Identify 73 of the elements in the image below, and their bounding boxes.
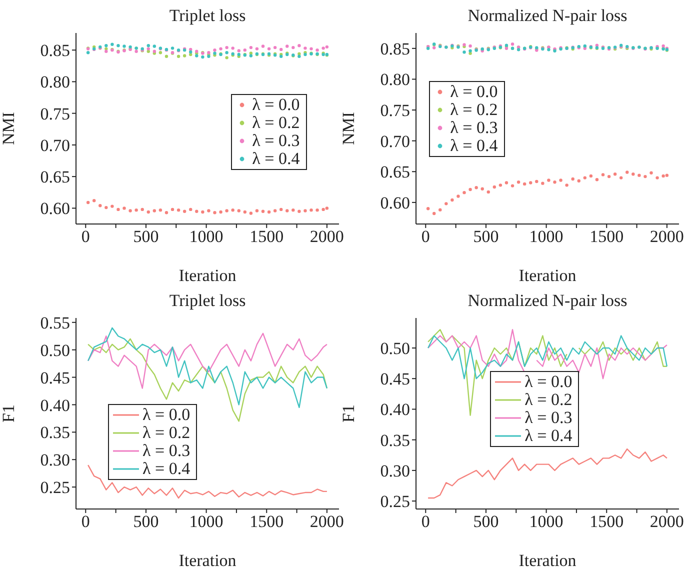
legend-label: λ = 0.2 (252, 113, 300, 132)
legend-label: λ = 0.0 (524, 372, 572, 392)
x-tick-label: 500 (473, 227, 499, 246)
y-tick-label: 0.80 (380, 70, 410, 90)
y-tick-label: 0.70 (40, 136, 70, 155)
x-tick-label: 2000 (310, 512, 344, 532)
x-axis-title: Iteration (178, 266, 237, 285)
x-tick-label: 1500 (250, 227, 284, 246)
y-tick-label: 0.25 (380, 492, 410, 512)
y-axis-title: F1 (339, 404, 358, 422)
x-tick-label: 0 (421, 512, 430, 532)
x-tick-label: 0 (421, 227, 430, 246)
y-tick-label: 0.75 (380, 101, 410, 120)
legend-label: λ = 0.0 (252, 95, 300, 114)
y-tick-label: 0.45 (380, 370, 410, 389)
y-tick-label: 0.30 (380, 461, 410, 480)
y-axis-title: NMI (0, 112, 18, 146)
y-tick-label: 0.40 (380, 400, 410, 420)
y-tick-label: 0.85 (40, 41, 70, 60)
y-tick-label: 0.50 (40, 340, 70, 360)
legend-label: λ = 0.3 (252, 131, 300, 150)
chart-title: Triplet loss (168, 6, 247, 26)
chart-title: Triplet loss (168, 291, 247, 311)
legend-label: λ = 0.3 (524, 408, 572, 428)
x-tick-label: 1000 (529, 512, 564, 532)
y-tick-label: 0.55 (40, 313, 70, 332)
y-tick-label: 0.40 (40, 396, 70, 415)
y-tick-label: 0.45 (40, 368, 70, 388)
x-tick-label: 1500 (590, 227, 624, 246)
x-tick-label: 1000 (529, 227, 564, 246)
x-axis-title: Iteration (518, 266, 577, 285)
y-tick-label: 0.65 (40, 168, 70, 187)
x-tick-label: 0 (81, 512, 90, 532)
legend-label: λ = 0.2 (142, 422, 190, 442)
x-tick-label: 2000 (310, 227, 344, 246)
y-tick-label: 0.25 (40, 478, 70, 498)
chart-title: Normalized N-pair loss (466, 291, 628, 311)
x-tick-label: 2000 (650, 512, 684, 532)
y-tick-label: 0.65 (380, 162, 410, 182)
x-axis-title: Iteration (518, 551, 577, 569)
x-axis-title: Iteration (178, 551, 237, 569)
y-tick-label: 0.85 (380, 39, 410, 58)
y-tick-label: 0.60 (380, 193, 410, 212)
legend-label: λ = 0.4 (524, 426, 572, 446)
legend-label: λ = 0.0 (450, 82, 498, 101)
x-tick-label: 500 (473, 512, 499, 532)
y-tick-label: 0.80 (40, 72, 70, 92)
legend-label: λ = 0.2 (450, 100, 498, 119)
y-tick-label: 0.60 (40, 199, 70, 218)
y-tick-label: 0.50 (380, 339, 410, 358)
y-tick-label: 0.35 (380, 430, 410, 450)
x-tick-label: 500 (133, 512, 159, 532)
x-tick-label: 2000 (650, 227, 684, 246)
x-tick-label: 1500 (250, 512, 284, 532)
chart-title: Normalized N-pair loss (466, 6, 628, 26)
x-tick-label: 1000 (189, 227, 224, 246)
y-axis-title: F1 (0, 404, 18, 422)
y-tick-label: 0.70 (380, 132, 410, 151)
x-tick-label: 500 (133, 227, 159, 246)
y-tick-label: 0.30 (40, 450, 70, 470)
legend-label: λ = 0.3 (142, 440, 190, 460)
y-axis-title: NMI (339, 112, 358, 146)
legend-label: λ = 0.4 (450, 136, 498, 155)
x-tick-label: 1000 (189, 512, 224, 532)
legend-label: λ = 0.4 (252, 149, 300, 168)
legend-label: λ = 0.0 (142, 404, 190, 424)
legend-label: λ = 0.2 (524, 390, 572, 410)
x-tick-label: 0 (81, 227, 90, 246)
legend-label: λ = 0.3 (450, 118, 498, 137)
legend-label: λ = 0.4 (142, 458, 190, 478)
y-tick-label: 0.75 (40, 104, 70, 124)
y-tick-label: 0.35 (40, 423, 70, 442)
x-tick-label: 1500 (590, 512, 624, 532)
